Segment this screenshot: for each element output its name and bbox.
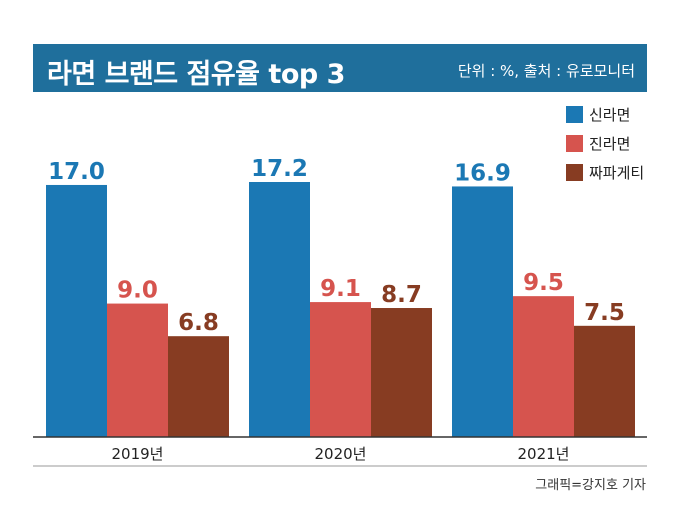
chart-title: 라면 브랜드 점유율 top 3 [47, 59, 345, 90]
category-label-2: 2021년 [518, 445, 570, 463]
legend-item-jin: 진라면 [566, 130, 644, 156]
bar-0-2 [452, 186, 513, 437]
legend: 신라면 진라면 짜파게티 [566, 101, 644, 188]
title-bar: 라면 브랜드 점유율 top 3 단위 : %, 출처 : 유로모니터 [33, 44, 647, 92]
bar-1-0 [107, 303, 168, 437]
legend-swatch-chapa [566, 163, 583, 181]
value-label-1-2: 9.5 [523, 270, 564, 296]
value-label-2-0: 6.8 [178, 310, 219, 336]
category-label-0: 2019년 [112, 445, 164, 463]
bar-0-1 [249, 182, 310, 437]
legend-label-jin: 진라면 [589, 134, 631, 153]
value-label-1-1: 9.1 [320, 276, 361, 302]
value-label-0-2: 16.9 [454, 160, 511, 186]
value-label-1-0: 9.0 [117, 278, 158, 304]
unit-source-note: 단위 : %, 출처 : 유로모니터 [457, 62, 635, 80]
value-label-0-0: 17.0 [48, 159, 105, 185]
legend-swatch-jin [566, 134, 583, 152]
legend-label-chapa: 짜파게티 [589, 163, 645, 182]
legend-label-shin: 신라면 [589, 105, 631, 124]
bar-2-2 [574, 325, 635, 437]
legend-item-chapa: 짜파게티 [566, 159, 644, 185]
value-label-2-2: 7.5 [584, 300, 625, 326]
bar-1-1 [310, 302, 371, 437]
legend-item-shin: 신라면 [566, 101, 644, 127]
category-label-1: 2020년 [315, 445, 367, 463]
bar-0-0 [46, 184, 107, 437]
bar-2-0 [168, 336, 229, 437]
legend-swatch-shin [566, 105, 583, 123]
graphic-credit: 그래픽=강지호 기자 [535, 478, 646, 493]
value-label-0-1: 17.2 [251, 156, 308, 182]
value-label-2-1: 8.7 [381, 282, 422, 308]
bar-2-1 [371, 308, 432, 437]
bar-1-2 [513, 296, 574, 437]
